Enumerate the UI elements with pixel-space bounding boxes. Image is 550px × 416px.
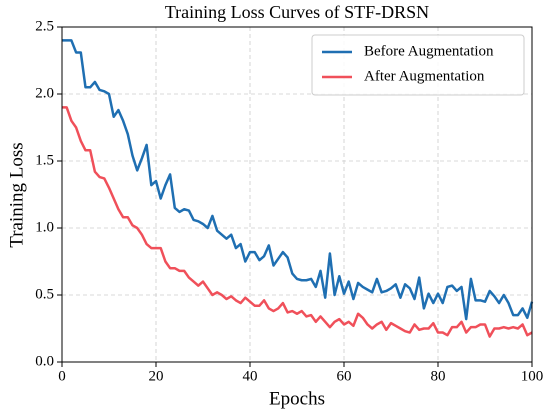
- x-tick-label: 20: [149, 368, 164, 384]
- chart-title: Training Loss Curves of STF-DRSN: [165, 2, 429, 22]
- x-tick-label: 0: [58, 368, 66, 384]
- x-tick-label: 40: [243, 368, 258, 384]
- x-tick-label: 60: [337, 368, 352, 384]
- plot-frame: [61, 26, 533, 363]
- x-tick-label: 80: [431, 368, 446, 384]
- legend-label: Before Augmentation: [364, 43, 494, 59]
- y-axis-label: Training Loss: [6, 142, 27, 247]
- x-axis-label: Epochs: [269, 388, 325, 409]
- line-series: [62, 39, 534, 321]
- y-tick-label: 2.0: [35, 85, 54, 101]
- line-series: [62, 106, 533, 338]
- y-tick-label: 2.5: [35, 18, 54, 34]
- y-tick-label: 1.5: [35, 152, 54, 168]
- y-tick-label: 1.0: [35, 219, 54, 235]
- legend-label: After Augmentation: [364, 68, 485, 84]
- x-tick-label: 100: [521, 368, 544, 384]
- legend-box: [311, 34, 525, 96]
- y-tick-label: 0.5: [35, 286, 54, 302]
- y-tick-label: 0.0: [35, 353, 54, 369]
